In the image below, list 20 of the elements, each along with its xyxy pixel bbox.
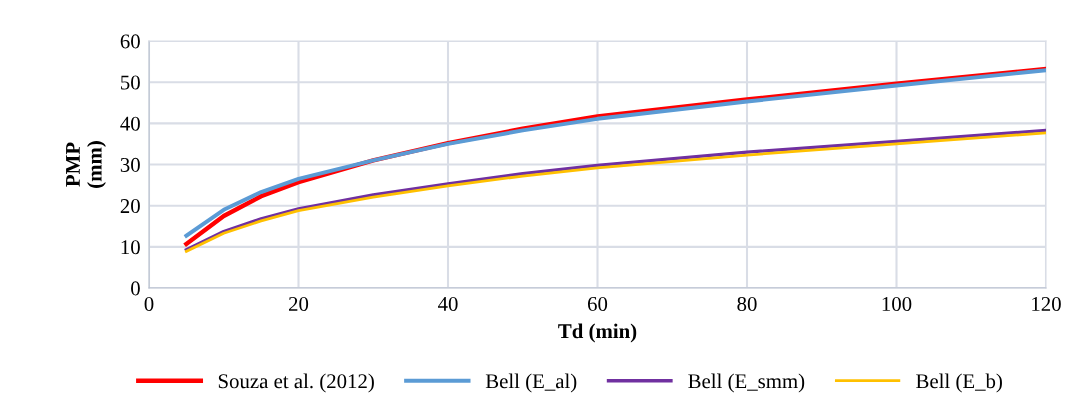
y-tick-label: 60	[120, 34, 140, 49]
legend-label: Souza et al. (2012)	[218, 373, 374, 393]
x-tick-label: 120	[1032, 296, 1061, 311]
x-tick-label: 0	[144, 296, 154, 311]
y-tick-label: 10	[121, 240, 140, 255]
y-tick-label: 40	[120, 116, 140, 131]
x-tick-label: 100	[882, 296, 912, 311]
y-tick-label: 20	[120, 199, 140, 214]
y-tick-label: 0	[131, 281, 140, 296]
x-axis-title: Td (min)	[558, 323, 637, 343]
x-tick-label: 20	[289, 296, 309, 311]
legend-label: Bell (E_smm)	[688, 373, 805, 393]
x-tick-label: 40	[437, 296, 458, 311]
y-tick-label: 50	[121, 75, 140, 90]
x-tick-label: 60	[587, 296, 608, 311]
legend-label: Bell (E_al)	[485, 373, 577, 393]
x-tick-label: 80	[737, 296, 757, 311]
legend-label: Bell (E_b)	[916, 373, 1002, 393]
y-tick-label: 30	[120, 157, 140, 172]
y-axis-title: PMP (mm)	[66, 141, 106, 188]
